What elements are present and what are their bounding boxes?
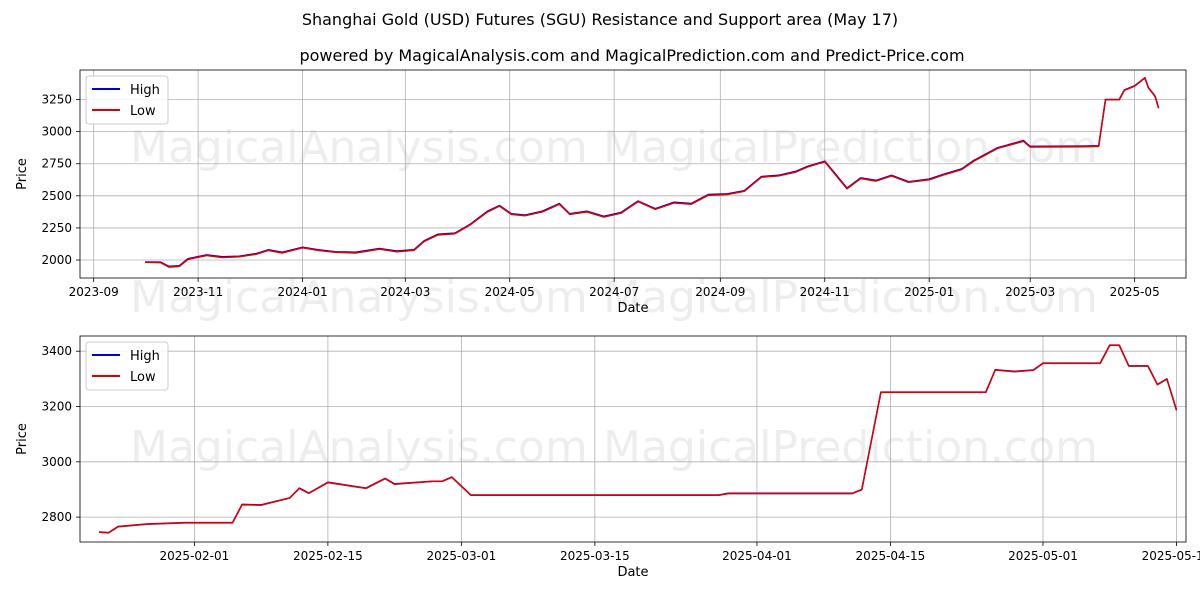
legend-label-low: Low <box>130 104 156 119</box>
y-tick-label: 3000 <box>41 455 72 469</box>
y-axis-label: Price <box>15 158 30 190</box>
watermark-prediction: MagicalPrediction.com <box>603 122 1098 173</box>
x-tick-label: 2025-03-01 <box>427 549 497 563</box>
chart-subtitle: powered by MagicalAnalysis.com and Magic… <box>299 46 964 65</box>
x-tick-label: 2024-01 <box>277 285 327 299</box>
axes-frame <box>79 335 1187 543</box>
bottom-chart-panel: MagicalAnalysis.com MagicalPrediction.com… <box>15 335 1200 580</box>
y-tick-label: 3250 <box>41 93 72 107</box>
x-tick-label: 2025-02-15 <box>293 549 363 563</box>
x-tick-label: 2025-05-01 <box>1008 549 1078 563</box>
x-tick-label: 2023-11 <box>173 285 223 299</box>
legend-label-low: Low <box>130 370 156 385</box>
x-tick-label: 2025-05 <box>1110 285 1160 299</box>
y-tick-label: 2000 <box>41 253 72 267</box>
y-tick-label: 2250 <box>41 221 72 235</box>
x-axis-label: Date <box>617 301 648 316</box>
x-tick-label: 2025-03 <box>1005 285 1055 299</box>
legend-label-high: High <box>130 349 160 364</box>
watermark-analysis: MagicalAnalysis.com <box>130 272 588 323</box>
x-tick-label: 2025-05-15 <box>1142 549 1200 563</box>
watermark-prediction: MagicalPrediction.com <box>603 422 1098 473</box>
x-tick-label: 2024-09 <box>695 285 745 299</box>
chart-title: Shanghai Gold (USD) Futures (SGU) Resist… <box>302 10 898 29</box>
x-tick-label: 2024-03 <box>380 285 430 299</box>
axes-frame <box>79 69 1187 279</box>
y-tick-label: 2800 <box>41 510 72 524</box>
x-axis-label: Date <box>617 565 648 580</box>
y-tick-label: 3200 <box>41 400 72 414</box>
x-tick-label: 2024-07 <box>589 285 639 299</box>
y-axis-label: Price <box>15 423 30 455</box>
series-line-low <box>99 344 1178 534</box>
y-tick-label: 2500 <box>41 189 72 203</box>
watermark-prediction: MagicalPrediction.com <box>603 272 1098 323</box>
y-tick-label: 2750 <box>41 157 72 171</box>
x-tick-label: 2025-04-01 <box>722 549 792 563</box>
series-line-low <box>145 77 1160 268</box>
y-tick-label: 3000 <box>41 125 72 139</box>
x-tick-label: 2023-09 <box>69 285 119 299</box>
x-tick-label: 2025-04-15 <box>856 549 926 563</box>
x-tick-label: 2025-02-01 <box>160 549 230 563</box>
x-tick-label: 2025-01 <box>904 285 954 299</box>
watermark-analysis: MagicalAnalysis.com <box>130 422 588 473</box>
legend-label-high: High <box>130 83 160 98</box>
y-tick-label: 3400 <box>41 344 72 358</box>
x-tick-label: 2024-05 <box>485 285 535 299</box>
watermark-analysis: MagicalAnalysis.com <box>130 122 588 173</box>
x-tick-label: 2025-03-15 <box>560 549 630 563</box>
x-tick-label: 2024-11 <box>800 285 850 299</box>
top-chart-panel: MagicalAnalysis.com MagicalPrediction.com… <box>15 69 1187 323</box>
